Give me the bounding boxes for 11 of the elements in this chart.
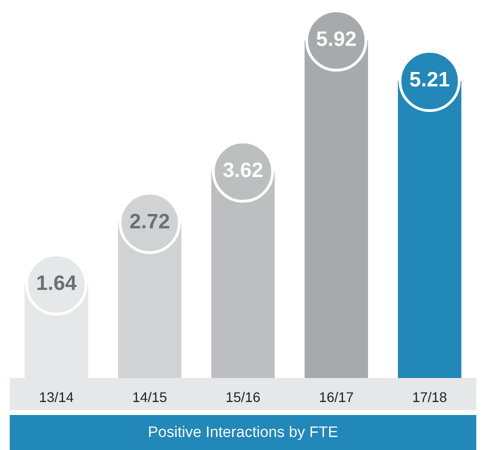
x-tick-label: 13/14 xyxy=(40,392,74,402)
data-label: 5.21 xyxy=(410,72,450,87)
x-tick-label: 14/15 xyxy=(133,392,166,402)
data-label: 5.92 xyxy=(316,31,356,46)
x-tick-label: 15/16 xyxy=(226,392,260,402)
x-tick-label: 17/18 xyxy=(413,392,446,402)
data-label: 2.72 xyxy=(130,214,170,228)
data-label: 3.62 xyxy=(223,162,262,178)
x-tick-label: 16/17 xyxy=(320,392,353,402)
text: Positive Interactions by FTE xyxy=(149,426,338,440)
data-label: 1.64 xyxy=(37,275,77,290)
